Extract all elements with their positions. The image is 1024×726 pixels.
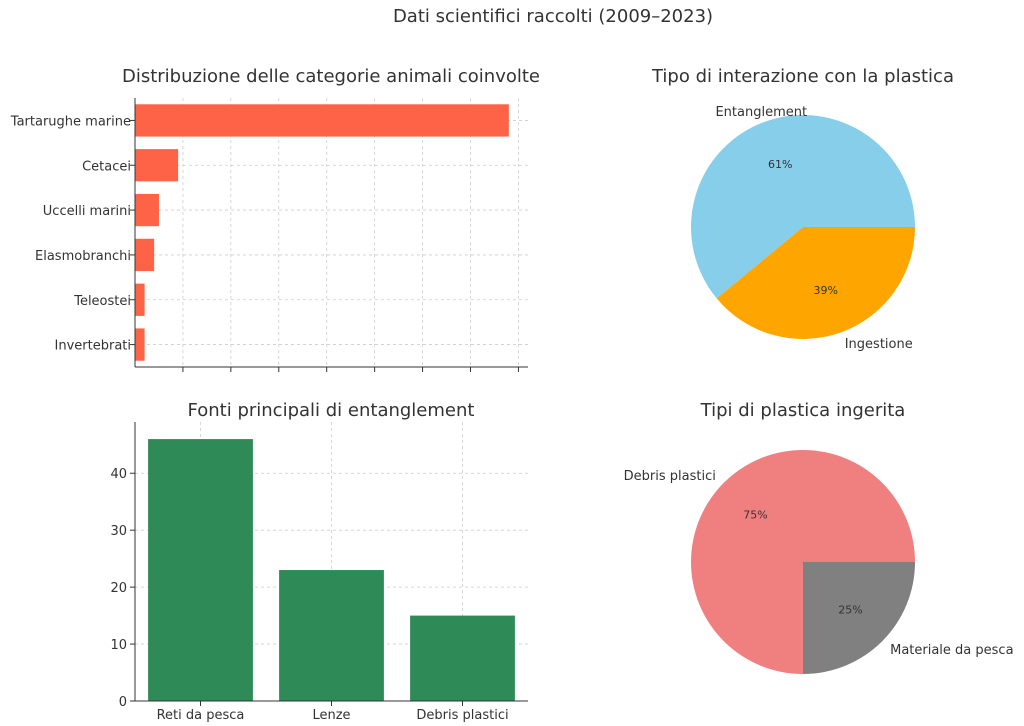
- category-label-elasmobranchi: Elasmobranchi: [35, 249, 131, 264]
- bar-debris-plastici: [410, 615, 515, 701]
- pie-chart-interaction-type: Tipo di interazione con la plastica 61% E…: [651, 66, 954, 352]
- hbar-chart-title: Distribuzione delle categorie animali co…: [122, 66, 540, 87]
- slice-label-materiale-da-pesca: Materiale da pesca: [890, 643, 1013, 658]
- vbar-chart-bars: [148, 439, 515, 701]
- bar-tartarughe-marine: [135, 104, 509, 137]
- pie2-chart-title: Tipi di plastica ingerita: [700, 400, 906, 421]
- vbar-chart-title: Fonti principali di entanglement: [188, 400, 475, 421]
- pie2-slices: [691, 450, 915, 674]
- vbar-chart-entanglement-sources: Fonti principali di entanglement 0 10 20 30…: [110, 400, 528, 723]
- ytick-label-20: 20: [110, 581, 127, 596]
- slice-label-entanglement: Entanglement: [715, 105, 807, 120]
- hbar-chart-axes: [130, 98, 528, 372]
- vbar-chart-axes: [130, 422, 528, 706]
- hbar-chart-category-labels: Tartarughe marine Cetacei Uccelli marini El…: [10, 114, 131, 353]
- ytick-label-40: 40: [110, 467, 127, 482]
- figure-title: Dati scientifici raccolti (2009–2023): [393, 6, 713, 27]
- bar-invertebrati: [135, 328, 145, 361]
- hbar-chart-animal-categories: Distribuzione delle categorie animali co…: [10, 66, 540, 372]
- pct-label-ingestione: 39%: [814, 284, 838, 297]
- bar-lenze: [279, 570, 384, 701]
- slice-entanglement: [691, 115, 915, 299]
- category-label-cetacei: Cetacei: [82, 159, 131, 174]
- hbar-chart-grid: [135, 98, 528, 367]
- slice-materiale-da-pesca: [803, 562, 915, 674]
- hbar-chart-bars: [135, 104, 509, 361]
- vbar-chart-tick-labels: 0 10 20 30 40 Reti da pesca Lenze Debris plasti…: [110, 467, 508, 723]
- slice-label-debris-plastici: Debris plastici: [624, 469, 716, 484]
- ytick-label-30: 30: [110, 524, 127, 539]
- ytick-label-10: 10: [110, 638, 127, 653]
- bar-elasmobranchi: [135, 238, 155, 272]
- category-label-uccelli-marini: Uccelli marini: [43, 204, 131, 219]
- bar-cetacei: [135, 149, 179, 182]
- pie1-labels: 61% Entanglement 39% Ingestione: [715, 105, 912, 352]
- ytick-label-0: 0: [119, 695, 127, 710]
- pie1-chart-title: Tipo di interazione con la plastica: [651, 66, 954, 87]
- pct-label-debris-plastici: 75%: [743, 508, 767, 521]
- slice-label-ingestione: Ingestione: [845, 337, 913, 352]
- pie-chart-ingested-plastic-types: Tipi di plastica ingerita 75% Debris plas…: [624, 400, 1014, 674]
- pct-label-materiale-da-pesca: 25%: [838, 604, 862, 617]
- category-label-lenze: Lenze: [312, 708, 350, 723]
- category-label-reti-da-pesca: Reti da pesca: [157, 708, 245, 723]
- pie2-labels: 75% Debris plastici 25% Materiale da pesca: [624, 469, 1014, 658]
- category-label-invertebrati: Invertebrati: [55, 339, 131, 354]
- category-label-teleostei: Teleostei: [73, 294, 131, 309]
- bar-reti-da-pesca: [148, 439, 253, 701]
- bar-uccelli-marini: [135, 193, 159, 227]
- pct-label-entanglement: 61%: [768, 158, 792, 171]
- category-label-debris-plastici: Debris plastici: [416, 708, 508, 723]
- category-label-tartarughe-marine: Tartarughe marine: [10, 114, 131, 129]
- bar-teleostei: [135, 283, 145, 316]
- pie1-slices: [691, 115, 915, 340]
- slice-ingestione: [716, 227, 915, 340]
